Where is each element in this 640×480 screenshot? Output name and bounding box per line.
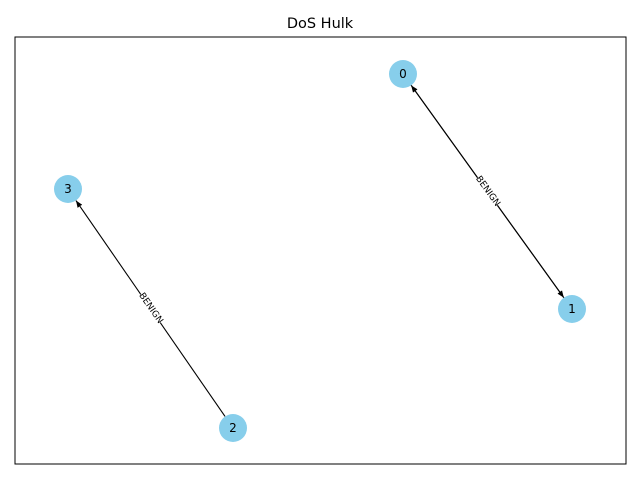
node-label-2: 2	[229, 421, 237, 435]
chart-title: DoS Hulk	[287, 16, 354, 32]
nodes-layer: 0 1 2 3	[54, 60, 586, 442]
node-label-1: 1	[568, 302, 576, 316]
node-0	[389, 60, 417, 88]
node-3	[54, 175, 82, 203]
node-label-0: 0	[399, 67, 407, 81]
edge-label-background	[472, 174, 503, 209]
node-2	[219, 414, 247, 442]
node-label-3: 3	[64, 182, 72, 196]
node-1	[558, 295, 586, 323]
edge-label-background	[135, 291, 166, 326]
axes-frame	[14, 36, 627, 465]
